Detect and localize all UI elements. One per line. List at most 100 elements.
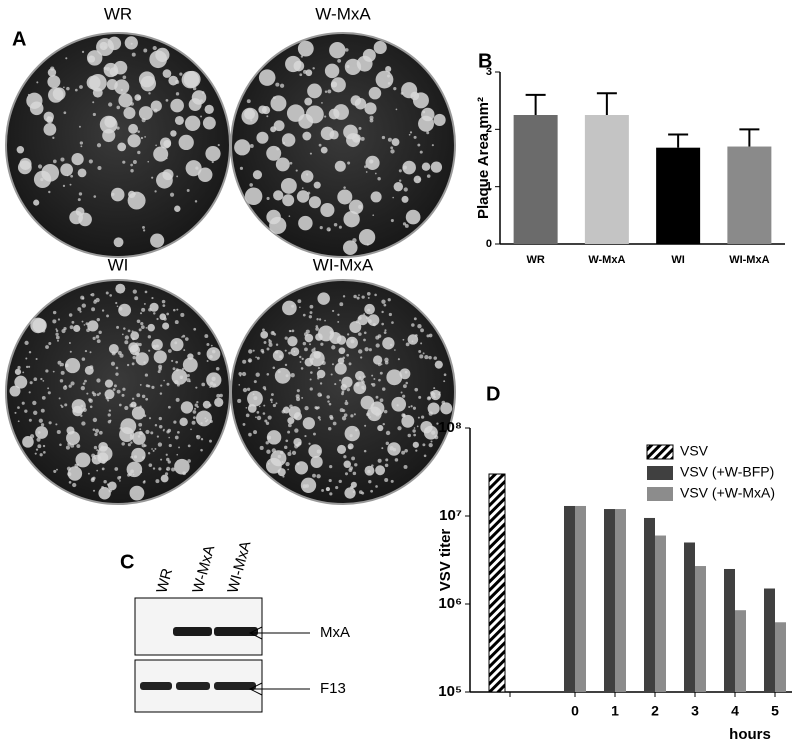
plaque: [156, 317, 159, 321]
plaque: [430, 391, 434, 395]
x-tick-label: WI: [671, 254, 684, 266]
plaque: [284, 349, 287, 352]
plaque: [52, 159, 57, 164]
plaque: [196, 400, 199, 404]
plaque: [109, 294, 112, 297]
x-tick-label: 2: [651, 703, 659, 719]
panel-c: C MxA F13 WR W-MxA WI-MxA: [120, 539, 350, 713]
plaque: [205, 145, 221, 162]
plaque: [166, 312, 170, 316]
plaque: [247, 404, 257, 413]
plaque: [45, 369, 49, 373]
plaque: [270, 401, 273, 404]
plaque: [105, 291, 109, 295]
plaque: [210, 344, 213, 347]
lane-label: WI-MxA: [224, 539, 254, 595]
plaque: [131, 52, 136, 57]
plaque: [329, 414, 333, 419]
plaque: [92, 101, 95, 104]
plaque: [55, 328, 58, 331]
x-tick-label: 1: [611, 703, 619, 719]
plaque: [403, 464, 408, 469]
plaque: [426, 396, 432, 401]
plaque: [320, 146, 328, 154]
plaque: [115, 366, 119, 370]
plaque: [37, 444, 42, 449]
plaque: [255, 416, 257, 419]
band: [214, 627, 258, 636]
plaque: [93, 445, 98, 450]
plaque: [169, 192, 175, 197]
y-tick-label: 3: [486, 66, 492, 78]
plaque: [266, 196, 270, 201]
plaque: [181, 367, 185, 371]
plaque: [64, 403, 68, 407]
plaque: [138, 71, 155, 88]
plaque: [32, 400, 37, 406]
plaque: [152, 449, 155, 452]
plaque: [209, 439, 212, 443]
plaque: [134, 94, 142, 101]
plaque: [413, 433, 417, 437]
plaque: [34, 452, 37, 455]
panel-label: C: [120, 551, 134, 573]
panel-a: A WR W-MxA WI WI-MxA: [5, 4, 456, 505]
bar: [695, 566, 706, 692]
plaque: [238, 372, 243, 376]
plaque: [337, 189, 353, 205]
plaque: [261, 350, 265, 354]
plaque: [328, 402, 332, 406]
plaque: [99, 41, 108, 51]
plaque: [87, 320, 99, 332]
plaque: [166, 468, 168, 471]
plaque: [291, 329, 295, 333]
plaque: [187, 444, 191, 448]
plaque: [202, 400, 211, 409]
plaque: [81, 297, 85, 300]
plaque: [353, 294, 357, 299]
plaque: [285, 55, 302, 73]
plaque: [160, 474, 169, 483]
plaque: [150, 431, 154, 435]
y-tick-label: 10⁷: [439, 507, 462, 524]
plaque: [200, 422, 203, 425]
bar: [684, 542, 695, 692]
plaque: [171, 467, 176, 472]
plaque: [393, 181, 404, 192]
plaque: [174, 320, 179, 325]
plaque: [241, 107, 259, 125]
plaque: [126, 363, 130, 367]
plaque: [338, 347, 346, 355]
plaque: [60, 157, 65, 162]
plaque: [255, 356, 257, 359]
plaque: [201, 382, 206, 387]
plaque: [96, 378, 101, 383]
plaque: [29, 381, 33, 385]
plaque: [428, 443, 433, 448]
plaque: [369, 159, 374, 164]
plaque: [184, 337, 189, 341]
plaque: [285, 461, 290, 467]
plaque: [270, 393, 274, 396]
plaque: [371, 374, 374, 377]
plaque: [384, 357, 389, 363]
plaque: [416, 425, 419, 428]
plaque: [270, 450, 287, 467]
plaque: [40, 423, 45, 427]
plaque: [308, 442, 311, 445]
plaque: [242, 423, 246, 426]
plaque: [162, 322, 170, 330]
plaque: [436, 422, 439, 425]
plaque: [134, 296, 139, 301]
plaque: [385, 430, 391, 436]
plaque: [360, 356, 363, 359]
plaque: [353, 381, 367, 395]
plaque: [303, 69, 307, 74]
plaque: [282, 194, 295, 207]
plaque: [381, 447, 384, 450]
plaque: [194, 403, 198, 407]
plaque: [405, 209, 421, 225]
plaque: [39, 453, 43, 457]
plaque: [128, 123, 139, 134]
plaque: [308, 315, 312, 319]
